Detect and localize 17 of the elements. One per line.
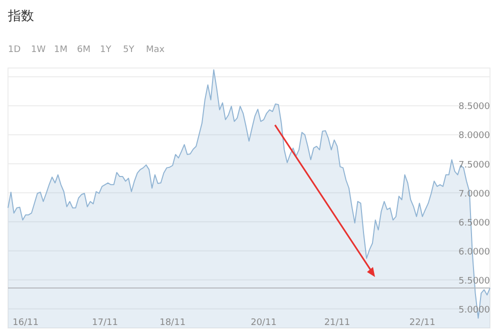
- x-tick-label: 20/11: [250, 318, 277, 328]
- x-tick-label: 16/11: [12, 318, 39, 328]
- y-tick-label: 7.5000: [458, 160, 490, 170]
- x-tick-label: 18/11: [160, 318, 186, 328]
- x-tick-label: 21/11: [324, 318, 350, 328]
- x-tick-label: 22/11: [409, 318, 436, 328]
- chart-title: 指数: [7, 9, 34, 24]
- text: 5Y: [123, 45, 135, 55]
- text: Max: [146, 45, 166, 55]
- text: 1M: [54, 45, 68, 55]
- y-tick-label: 8.5000: [458, 102, 490, 112]
- text: 6M: [77, 45, 90, 55]
- y-tick-label: 8.0000: [458, 131, 490, 142]
- text: 1Y: [100, 45, 112, 55]
- text: 1W: [31, 45, 46, 55]
- x-tick-label: 17/11: [92, 318, 118, 328]
- text: 1D: [8, 45, 21, 55]
